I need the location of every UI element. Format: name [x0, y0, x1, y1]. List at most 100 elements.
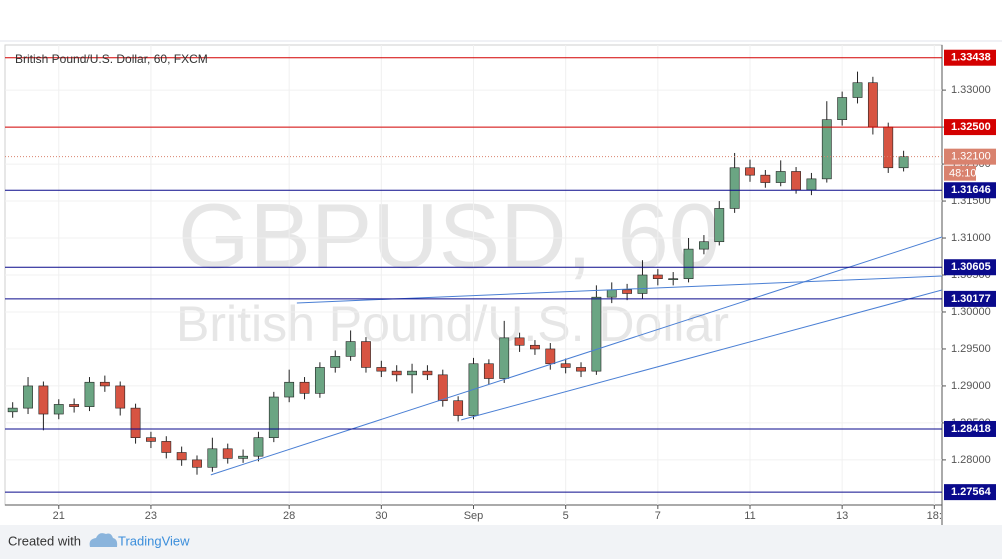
candle-body [222, 448, 233, 459]
y-tick-label: 1.29500 [951, 343, 991, 355]
candle-body [622, 289, 633, 294]
current-price-label: 1.32100 [951, 151, 991, 163]
countdown-tag [944, 165, 976, 181]
price-level-label: 1.27564 [951, 486, 992, 498]
candle-body [483, 363, 494, 379]
candle-body [668, 278, 679, 280]
footer-bar [0, 525, 1002, 559]
candle-body [652, 274, 663, 279]
candle-body [253, 437, 264, 457]
y-tick-label: 1.28000 [951, 454, 991, 466]
candle-body [376, 367, 387, 372]
candle-body [7, 407, 18, 413]
countdown-label: 48:10 [949, 168, 977, 180]
candle-body [745, 167, 755, 176]
candle-body [545, 348, 556, 365]
candle-body [883, 126, 894, 169]
candle-body [576, 367, 586, 372]
candle-body [361, 341, 371, 368]
candle-body [699, 241, 709, 250]
axes: 1.280001.285001.290001.295001.300001.305… [53, 49, 996, 522]
price-level-tag [944, 49, 996, 66]
x-tick-label: 5 [563, 510, 569, 522]
candle-body [806, 178, 817, 191]
x-tick-label: 23 [145, 510, 157, 522]
candle-body [330, 356, 341, 368]
x-tick-label: 28 [283, 510, 295, 522]
candle-body [391, 370, 402, 376]
candle-body [453, 400, 464, 416]
brand-logo [89, 533, 118, 547]
x-tick-label: 13 [836, 510, 848, 522]
candle-body [714, 208, 725, 243]
trend-line [461, 289, 942, 421]
x-tick-label: 11 [744, 510, 755, 522]
candle-body [683, 248, 694, 279]
candle-body [284, 381, 295, 398]
candle-body [115, 385, 126, 409]
x-tick-label: 21 [53, 510, 65, 522]
x-tick-label: Sep [464, 510, 484, 522]
trend-line [210, 236, 942, 476]
price-level-tag [944, 420, 996, 437]
candle-body [314, 367, 325, 394]
candle-body [84, 381, 95, 407]
candle-body [38, 385, 49, 415]
candle-body [146, 437, 156, 442]
candle-body [560, 363, 571, 368]
candle-body [852, 82, 863, 98]
candle-body [760, 174, 771, 183]
candle-body [606, 289, 617, 298]
candle-body [176, 452, 187, 461]
price-level-label: 1.28418 [951, 423, 991, 435]
plot [5, 57, 942, 493]
footer-brand[interactable]: TradingView [118, 533, 190, 548]
price-level-tag [944, 182, 996, 199]
y-tick-label: 1.31000 [951, 232, 991, 244]
candle-body [791, 171, 801, 191]
candle-body [53, 404, 64, 415]
candle-body [268, 396, 279, 439]
candle-body [345, 341, 356, 357]
candle-body [898, 156, 909, 169]
x-tick-label: 7 [655, 510, 661, 522]
candle-body [729, 167, 740, 209]
candle-body [867, 82, 878, 128]
candle-body [99, 381, 110, 387]
price-level-label: 1.30177 [951, 293, 991, 305]
chart-title: British Pound/U.S. Dollar, 60, FXCM [15, 52, 208, 66]
y-tick-label: 1.30000 [951, 306, 991, 318]
current-price-tag [944, 148, 996, 165]
candle-body [530, 344, 540, 350]
candle-body [130, 407, 141, 439]
price-level-tag [944, 290, 996, 307]
price-level-label: 1.31646 [951, 184, 991, 196]
x-tick-label: 18: [927, 510, 942, 522]
price-level-tag [944, 484, 996, 501]
price-level-label: 1.30605 [951, 261, 991, 273]
watermark-symbol: GBPUSD, 60 [178, 185, 720, 287]
candle-body [837, 97, 848, 120]
candle-body [69, 404, 80, 407]
candle-body [821, 119, 832, 180]
price-level-label: 1.33438 [951, 52, 991, 64]
candle-body [299, 381, 310, 394]
footer-text: Created with [8, 533, 81, 548]
y-tick-label: 1.29000 [951, 380, 991, 392]
x-tick-label: 30 [375, 510, 387, 522]
watermark: GBPUSD, 60 British Pound/U.S. Dollar [176, 185, 729, 352]
price-level-tag [944, 119, 996, 136]
candle-body [422, 370, 433, 376]
candle-body [238, 455, 248, 459]
candle-body [499, 337, 510, 379]
candle-body [192, 459, 202, 468]
candle-body [407, 370, 417, 376]
candle-body [775, 171, 786, 183]
candle-body [437, 374, 448, 402]
candle-body [591, 296, 602, 372]
watermark-description: British Pound/U.S. Dollar [176, 296, 729, 352]
candle-body [637, 274, 648, 294]
candle-body [207, 448, 218, 468]
y-tick-label: 1.33000 [951, 84, 991, 96]
